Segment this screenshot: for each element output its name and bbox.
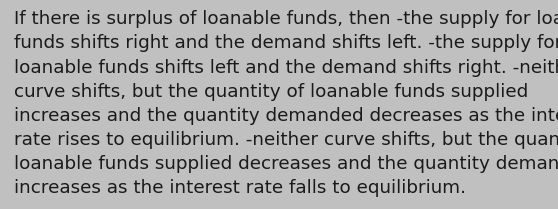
Text: If there is surplus of loanable funds, then -the supply for loanable: If there is surplus of loanable funds, t… xyxy=(14,10,558,28)
Text: loanable funds supplied decreases and the quantity demanded: loanable funds supplied decreases and th… xyxy=(14,155,558,173)
Text: loanable funds shifts left and the demand shifts right. -neither: loanable funds shifts left and the deman… xyxy=(14,59,558,76)
Text: curve shifts, but the quantity of loanable funds supplied: curve shifts, but the quantity of loanab… xyxy=(14,83,528,101)
Text: increases as the interest rate falls to equilibrium.: increases as the interest rate falls to … xyxy=(14,179,466,197)
Text: funds shifts right and the demand shifts left. -the supply for: funds shifts right and the demand shifts… xyxy=(14,34,558,52)
Text: increases and the quantity demanded decreases as the interest: increases and the quantity demanded decr… xyxy=(14,107,558,125)
Text: rate rises to equilibrium. -neither curve shifts, but the quantity of: rate rises to equilibrium. -neither curv… xyxy=(14,131,558,149)
